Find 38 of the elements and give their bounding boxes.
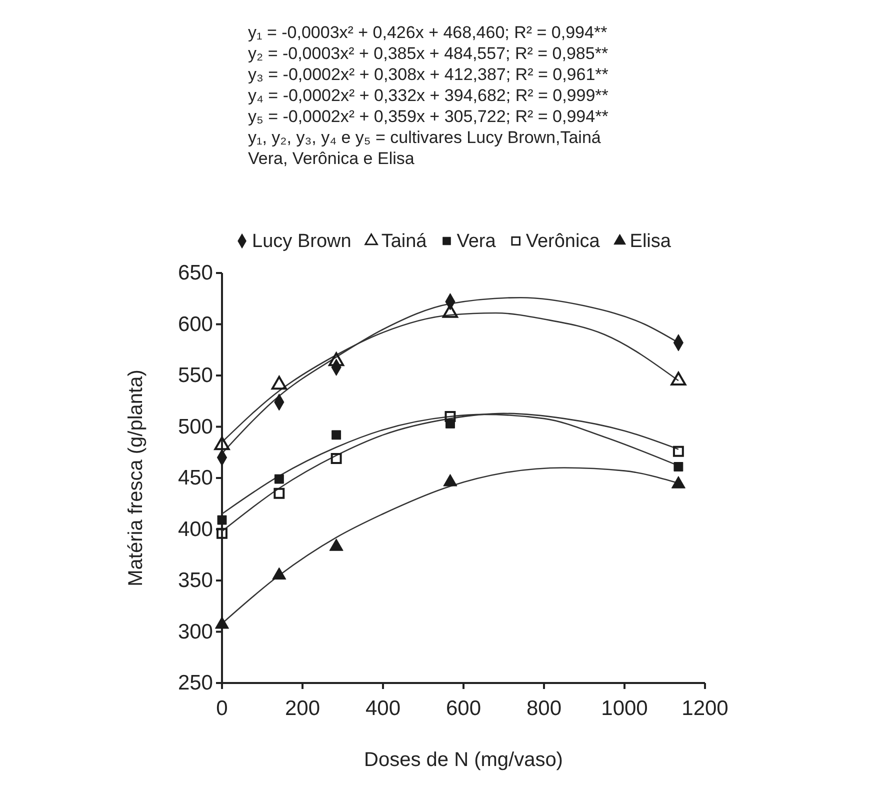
point: [674, 462, 684, 472]
text: y₅ = -0,0002x² + 0,359x + 305,722; R² = 0,994**: [248, 107, 609, 126]
x-tick-label: 600: [446, 697, 482, 720]
y-tick-label: 350: [178, 569, 213, 592]
point: [274, 488, 285, 499]
point: [672, 446, 684, 457]
legend-label: Vera: [456, 231, 496, 252]
legend-label: Lucy Brown: [252, 231, 352, 252]
x-tick-label: 200: [284, 697, 320, 720]
y-tick-label: 500: [178, 415, 213, 438]
text: y₃ = -0,0002x² + 0,308x + 412,387; R² = 0,961**: [248, 65, 609, 84]
text: y₂ = -0,0003x² + 0,385x + 484,557; R² = 0,985**: [248, 44, 608, 63]
point: [444, 411, 456, 422]
y-tick-label: 250: [178, 672, 213, 695]
x-tick-label: 800: [526, 697, 562, 720]
x-tick-label: 0: [216, 697, 228, 720]
y-tick-label: 550: [178, 364, 213, 388]
text: y₄ = -0,0002x² + 0,332x + 394,682; R² = 0,999**: [248, 86, 609, 105]
y-axis-title: Matéria fresca (g/planta): [125, 370, 147, 586]
x-axis-title: Doses de N (mg/vaso): [364, 749, 563, 771]
point: [330, 453, 342, 464]
x-tick-label: 1200: [682, 697, 728, 720]
y-tick-label: 650: [178, 262, 213, 285]
point: [274, 474, 284, 484]
point: [217, 515, 227, 525]
text: y₁, y₂, y₃, y₄ e y₅ = cultivares Lucy Brown,Tainá Vera, Verônica e Elisa: [248, 128, 602, 168]
point: [216, 528, 228, 539]
y-tick-label: 450: [178, 466, 213, 490]
y-tick-label: 600: [178, 312, 213, 336]
point: [332, 430, 342, 440]
legend-label: Elisa: [630, 231, 672, 252]
y-tick-label: 400: [178, 518, 213, 541]
legend-label: Tainá: [381, 231, 428, 252]
text: y₁ = -0,0003x² + 0,426x + 468,460; R² = 0,994**: [248, 23, 608, 42]
x-tick-label: 1000: [601, 697, 648, 720]
x-tick-label: 400: [365, 697, 401, 720]
y-tick-label: 300: [178, 620, 213, 644]
legend-label: Verônica: [526, 231, 600, 252]
